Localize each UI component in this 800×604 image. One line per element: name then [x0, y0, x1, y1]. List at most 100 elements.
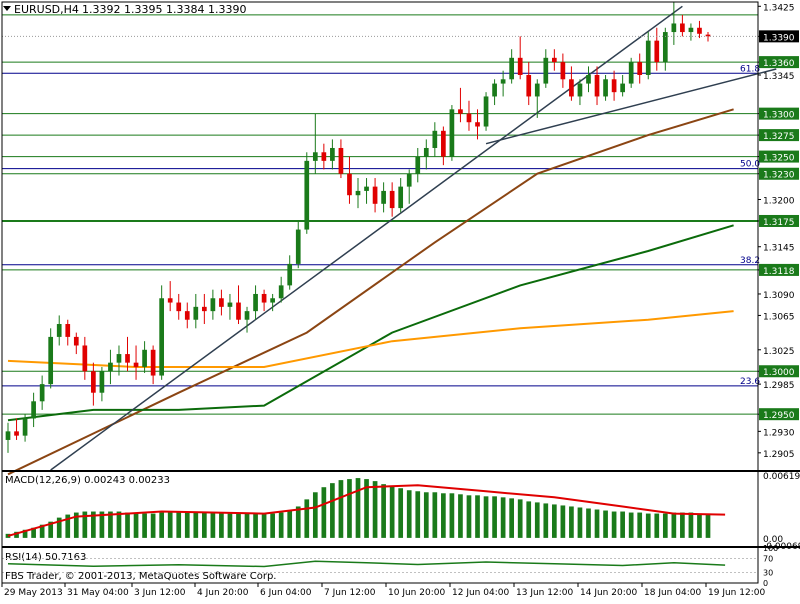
- macd-histogram-bar: [483, 496, 489, 538]
- macd-tick-label: 0.00619: [763, 472, 800, 482]
- candle-body: [569, 79, 574, 97]
- macd-histogram-bar: [193, 512, 199, 538]
- macd-histogram-bar: [91, 511, 96, 538]
- candle-body: [22, 418, 28, 436]
- time-tick-label: 19 Jun 12:00: [708, 588, 765, 598]
- chart-frame: [1, 1, 800, 584]
- macd-histogram-bar: [116, 511, 122, 538]
- time-tick-label: 6 Jun 04:00: [260, 588, 312, 598]
- price-tick-label: 1.3275: [763, 132, 795, 142]
- macd-histogram-bar: [415, 491, 421, 538]
- price-tick-label: 1.3360: [763, 59, 795, 69]
- candle-body: [142, 349, 147, 367]
- macd-histogram-bar: [236, 513, 241, 538]
- candle-body: [517, 57, 523, 75]
- time-tick-label: 4 Jun 20:00: [197, 588, 249, 598]
- candle-body: [645, 40, 651, 75]
- candle-body: [330, 147, 335, 161]
- candle-body: [116, 354, 122, 363]
- candle-body: [278, 285, 284, 299]
- candle-body: [5, 431, 11, 440]
- candle-body: [338, 147, 344, 174]
- candle-body: [381, 190, 386, 204]
- candle-body: [406, 173, 412, 187]
- candle-body: [560, 62, 566, 80]
- candle-body: [14, 431, 19, 436]
- price-tick-label: 1.3118: [763, 267, 795, 277]
- candle-body: [697, 27, 702, 34]
- trendline[interactable]: [485, 68, 777, 145]
- macd-histogram-bar: [586, 508, 591, 538]
- macd-histogram-bar: [31, 527, 36, 538]
- macd-histogram-bar: [671, 512, 677, 538]
- macd-histogram-bar: [398, 488, 404, 538]
- fibonacci-level-label: 23.6: [740, 377, 760, 387]
- macd-histogram-bar: [56, 517, 62, 538]
- moving-average-mid: [7, 224, 734, 422]
- macd-title: MACD(12,26,9) 0.00243 0.00233: [5, 475, 170, 486]
- macd-histogram-bar: [688, 512, 694, 538]
- candle-body: [611, 79, 617, 93]
- price-tick-label: 1.3025: [763, 347, 795, 357]
- candle-body: [705, 34, 711, 37]
- dropdown-triangle-icon[interactable]: [3, 6, 11, 11]
- candle-body: [628, 62, 634, 84]
- macd-histogram-bar: [645, 513, 651, 538]
- rsi-tick-label: 0: [763, 579, 768, 588]
- price-tick-label: 1.3300: [763, 111, 795, 121]
- level-price-box: [759, 150, 799, 163]
- macd-histogram-bar: [22, 529, 28, 538]
- price-tick-label: 1.3425: [763, 3, 795, 13]
- candle-body: [389, 190, 395, 209]
- macd-histogram-bar: [14, 531, 19, 538]
- macd-histogram-bar: [287, 510, 293, 538]
- candle-body: [133, 362, 139, 367]
- chart-border: [1, 1, 759, 584]
- level-price-box: [759, 214, 799, 227]
- time-tick-label: 13 Jun 12:00: [516, 588, 573, 598]
- macd-histogram-bar: [628, 512, 634, 538]
- candle-body: [466, 113, 472, 123]
- candle-body: [176, 302, 182, 312]
- candle-body: [500, 79, 506, 84]
- time-tick-label: 12 Jun 04:00: [452, 588, 509, 598]
- price-pane[interactable]: 61.8 50.0 38.2 23.6: [2, 2, 777, 476]
- price-tick-label: 1.3175: [763, 218, 795, 228]
- macd-signal-line: [7, 484, 726, 537]
- price-tick-label: 1.2930: [763, 428, 795, 438]
- candle-body: [159, 298, 165, 376]
- rsi-tick-label: 70: [763, 555, 773, 564]
- candle-body: [312, 152, 318, 161]
- macd-histogram-bar: [372, 481, 378, 538]
- macd-histogram-bar: [338, 480, 344, 538]
- time-axis: 29 May 2013 31 May 04:00 3 Jun 12:00 4 Jun …: [1, 583, 765, 598]
- price-tick-label: 1.3090: [763, 291, 795, 301]
- macd-histogram-bar: [458, 494, 463, 538]
- macd-histogram-bar: [270, 513, 275, 538]
- price-tick-label: 1.2905: [763, 450, 795, 460]
- candle-body: [671, 23, 677, 33]
- rsi-title: RSI(14) 50.7163: [5, 552, 86, 563]
- price-tick-label: 1.3345: [763, 72, 795, 82]
- macd-histogram-bar: [680, 512, 685, 538]
- candle-body: [210, 298, 216, 312]
- candle-body: [73, 336, 79, 346]
- macd-histogram-bar: [577, 507, 583, 538]
- macd-histogram-bar: [517, 499, 523, 538]
- candle-body: [654, 40, 660, 63]
- macd-histogram-bar: [167, 511, 173, 538]
- macd-histogram-bar: [227, 513, 233, 538]
- rsi-pane[interactable]: RSI(14) 50.7163 100 70 300: [2, 544, 778, 588]
- macd-histogram-bar: [261, 513, 267, 538]
- macd-histogram-bar: [449, 493, 455, 538]
- macd-histogram-bar: [432, 492, 438, 538]
- candle-body: [150, 349, 156, 376]
- macd-pane[interactable]: MACD(12,26,9) 0.00243 0.00233 0.00619 0.0…: [5, 472, 800, 552]
- candle-body: [551, 57, 557, 63]
- macd-histogram-bar: [48, 521, 54, 538]
- candle-body: [449, 109, 455, 157]
- trendline[interactable]: [50, 5, 683, 471]
- copyright-text: FBS Trader, © 2001-2013, MetaQuotes Soft…: [5, 571, 276, 582]
- macd-histogram-bar: [244, 513, 250, 538]
